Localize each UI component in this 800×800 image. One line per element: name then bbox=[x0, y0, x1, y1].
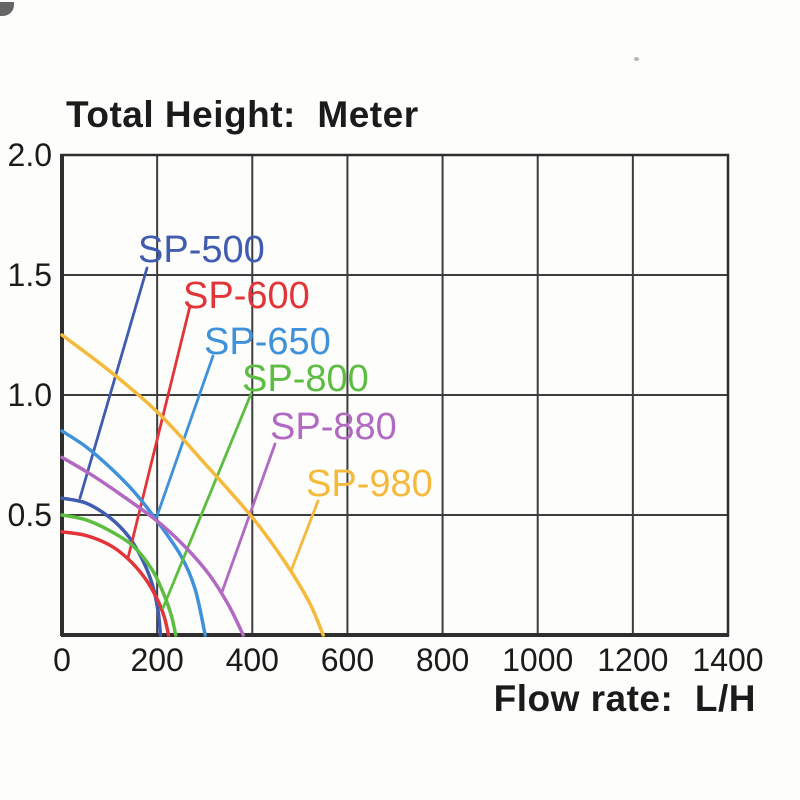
series-label-sp-600: SP-600 bbox=[183, 275, 310, 317]
x-tick-label-1000: 1000 bbox=[502, 642, 573, 678]
curve-sp-800 bbox=[60, 513, 178, 637]
curve-sp-980 bbox=[60, 333, 325, 637]
leader-line-sp-650 bbox=[155, 354, 215, 518]
scan-artifact-speck bbox=[0, 2, 14, 16]
series-label-sp-880: SP-880 bbox=[270, 406, 397, 448]
y-tick-label-1: 1.0 bbox=[8, 377, 52, 413]
y-tick-label-2: 2.0 bbox=[8, 137, 52, 173]
y-tick-label-1.5: 1.5 bbox=[8, 257, 52, 293]
series-label-sp-980: SP-980 bbox=[306, 463, 433, 505]
x-tick-label-800: 800 bbox=[416, 642, 469, 678]
x-tick-label-1400: 1400 bbox=[692, 642, 763, 678]
series-label-sp-500: SP-500 bbox=[138, 229, 265, 271]
curve-sp-880 bbox=[60, 455, 245, 637]
series-label-sp-650: SP-650 bbox=[204, 321, 331, 363]
y-tick-label-0.5: 0.5 bbox=[8, 497, 52, 533]
leader-line-sp-500 bbox=[78, 266, 149, 500]
x-tick-label-1200: 1200 bbox=[597, 642, 668, 678]
leader-line-sp-800 bbox=[161, 392, 253, 610]
curve-sp-600 bbox=[60, 530, 171, 637]
leader-line-sp-600 bbox=[126, 304, 192, 560]
x-axis-title: Flow rate: L/H bbox=[493, 678, 756, 719]
leader-line-sp-980 bbox=[289, 499, 320, 573]
x-tick-label-200: 200 bbox=[130, 642, 183, 678]
curve-sp-650 bbox=[60, 429, 207, 637]
y-axis-title: Total Height: Meter bbox=[66, 94, 419, 135]
leader-line-sp-880 bbox=[220, 442, 277, 594]
x-tick-label-600: 600 bbox=[321, 642, 374, 678]
scan-artifact-speck bbox=[634, 57, 639, 61]
series-label-sp-800: SP-800 bbox=[242, 358, 369, 400]
x-tick-label-0: 0 bbox=[53, 642, 71, 678]
x-tick-label-400: 400 bbox=[226, 642, 279, 678]
